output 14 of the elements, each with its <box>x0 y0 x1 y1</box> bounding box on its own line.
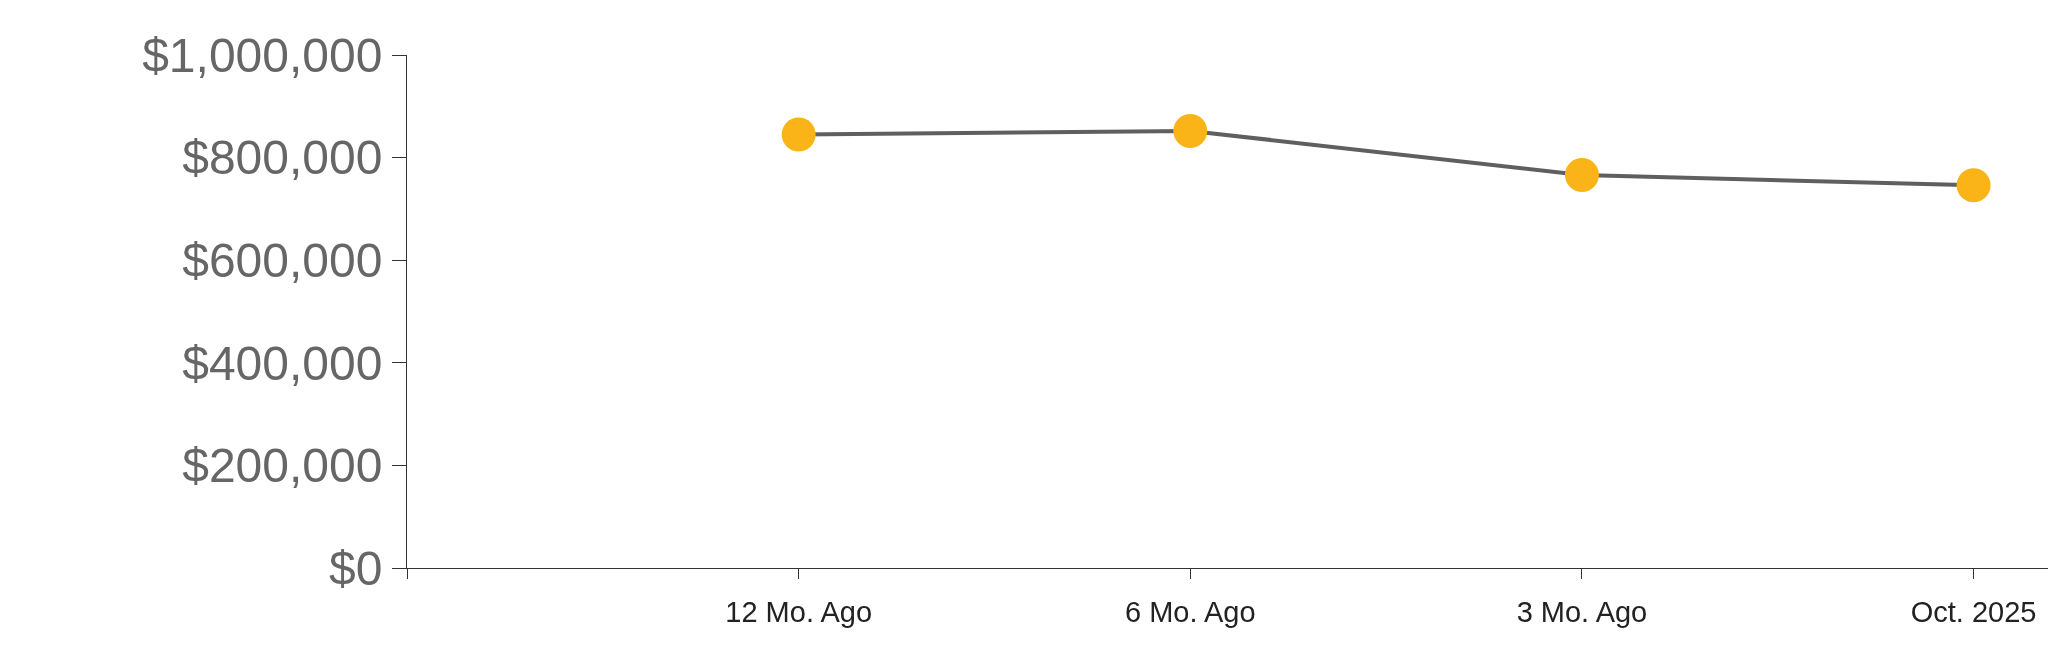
x-tick-label: 6 Mo. Ago <box>1124 595 1256 628</box>
y-tick-label: $400,000 <box>182 336 383 390</box>
point <box>1173 113 1208 148</box>
x-tick-label: Oct. 2025 <box>1910 595 2037 628</box>
x-tick-label: 12 Mo. Ago <box>725 595 873 628</box>
x-tick-label: 3 Mo. Ago <box>1516 595 1648 628</box>
point <box>781 117 816 152</box>
y-tick-label: $0 <box>329 541 383 595</box>
point <box>1956 168 1991 203</box>
y-tick-label: $800,000 <box>182 131 383 185</box>
y-tick-label: $1,000,000 <box>142 28 383 82</box>
y-tick-label: $200,000 <box>182 439 383 493</box>
point <box>1564 158 1599 193</box>
y-tick-label: $600,000 <box>182 234 383 287</box>
